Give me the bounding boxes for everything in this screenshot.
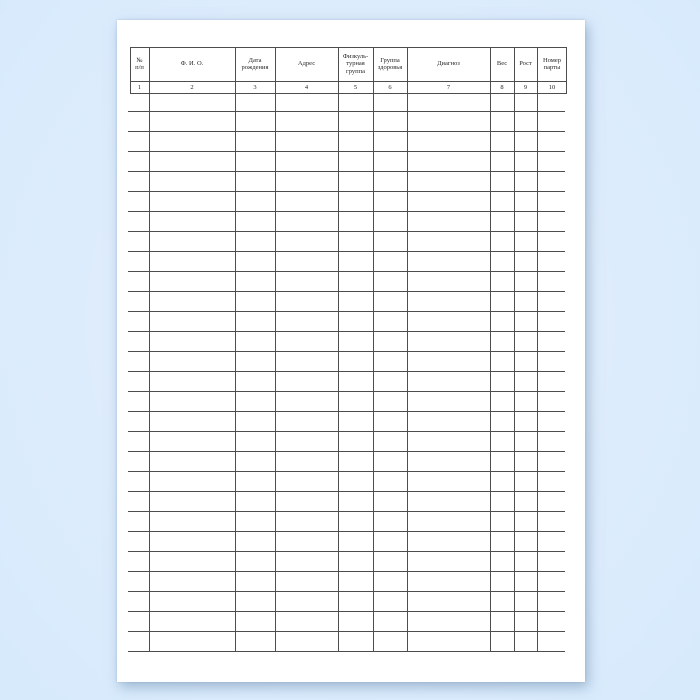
header-cell-label-line: Адрес [297, 60, 316, 68]
column-number-cell: 8 [500, 84, 504, 91]
blank-table-row [128, 192, 565, 212]
blank-table-row [128, 312, 565, 332]
header-cell-label-line: № [136, 56, 143, 64]
header-cell-label-line: рождения [241, 64, 269, 71]
blank-table-row [128, 332, 565, 352]
blank-table-row [128, 272, 565, 292]
column-number-cell: 9 [523, 84, 528, 91]
column-divider-line [407, 47, 408, 652]
blank-table-row [128, 632, 565, 652]
header-cell-дата-рождения: Дата рождения [235, 47, 275, 81]
blank-table-row [128, 572, 565, 592]
header-cell-label-line: Вес [496, 60, 508, 68]
blank-table-row [128, 132, 565, 152]
header-cell-label-line: Группа [380, 56, 400, 64]
header-cell-адрес: Адрес [275, 47, 338, 81]
header-cell-физкультурная-группа: Физкуль-турная группа [338, 47, 373, 81]
blank-table-row [128, 592, 565, 612]
header-cell-label-line: Физкуль- [342, 52, 369, 60]
blank-table-row [128, 152, 565, 172]
column-number-cell: 5 [353, 84, 358, 91]
column-divider-line [373, 47, 374, 652]
blank-table-row [128, 232, 565, 252]
blank-table-row [128, 532, 565, 552]
blank-table-row [128, 392, 565, 412]
column-number-cell: 7 [446, 84, 451, 91]
blank-table-row [128, 452, 565, 472]
header-cell-label-line: турная [346, 60, 365, 68]
header-cell-рост: Рост [514, 47, 537, 81]
blank-table-row [128, 492, 565, 512]
header-cell-группа-здоровья: Группа здоровья [373, 47, 407, 81]
column-number-cell: 10 [548, 84, 556, 91]
blank-table-row [128, 172, 565, 192]
blank-table-row [128, 112, 565, 132]
column-number-cell: 4 [304, 84, 309, 91]
blank-table-row [128, 94, 565, 112]
column-number-cell: 1 [137, 84, 142, 91]
column-divider-line [149, 47, 150, 652]
blank-table-row [128, 432, 565, 452]
header-cell-label-line: Диагноз [437, 60, 460, 68]
header-cell-ф-и-о-: Ф. И. О. [149, 47, 235, 81]
header-cell-label-line: здоровья [377, 64, 403, 71]
header-cell-вес: Вес [490, 47, 514, 81]
blank-table-row [128, 292, 565, 312]
header-cell-label-line: парты [543, 64, 561, 71]
table-column-numbers-row: 1 2 3 4 5 6 7 8 9 10 [130, 82, 567, 94]
column-divider-line [490, 47, 491, 652]
document-page: № п/п Ф. И. О. Дата рождения Адрес Физкуль-тур… [117, 20, 585, 682]
blank-table-row [128, 512, 565, 532]
column-divider-line [537, 47, 538, 652]
blank-table-row [128, 612, 565, 632]
column-divider-line [235, 47, 236, 652]
header-cell-номер-парты: Номер парты [537, 47, 567, 81]
header-cell-label-line: Номер [542, 56, 562, 64]
blank-table-row [128, 472, 565, 492]
header-cell-label-line: Ф. И. О. [180, 60, 204, 68]
table-body-rows [128, 94, 565, 652]
blank-table-row [128, 252, 565, 272]
blank-table-row [128, 552, 565, 572]
header-cell-label-line: группа [346, 67, 365, 75]
column-divider-line [514, 47, 515, 652]
header-cell-label-line: Рост [519, 60, 532, 68]
blank-table-row [128, 372, 565, 392]
column-divider-line [338, 47, 339, 652]
table-header-row: № п/п Ф. И. О. Дата рождения Адрес Физкуль-тур… [130, 47, 567, 82]
header-cell-label-line: п/п [135, 64, 144, 71]
header-cell-label-line: Дата [248, 56, 262, 64]
column-number-cell: 3 [253, 84, 257, 91]
column-number-cell: 6 [388, 84, 392, 91]
blank-table-row [128, 212, 565, 232]
header-cell--п-п: № п/п [130, 47, 149, 81]
column-number-cell: 2 [190, 84, 194, 91]
header-cell-диагноз: Диагноз [407, 47, 490, 81]
column-divider-line [275, 47, 276, 652]
blank-table-row [128, 412, 565, 432]
health-record-table: № п/п Ф. И. О. Дата рождения Адрес Физкуль-тур… [128, 47, 567, 652]
blank-table-row [128, 352, 565, 372]
